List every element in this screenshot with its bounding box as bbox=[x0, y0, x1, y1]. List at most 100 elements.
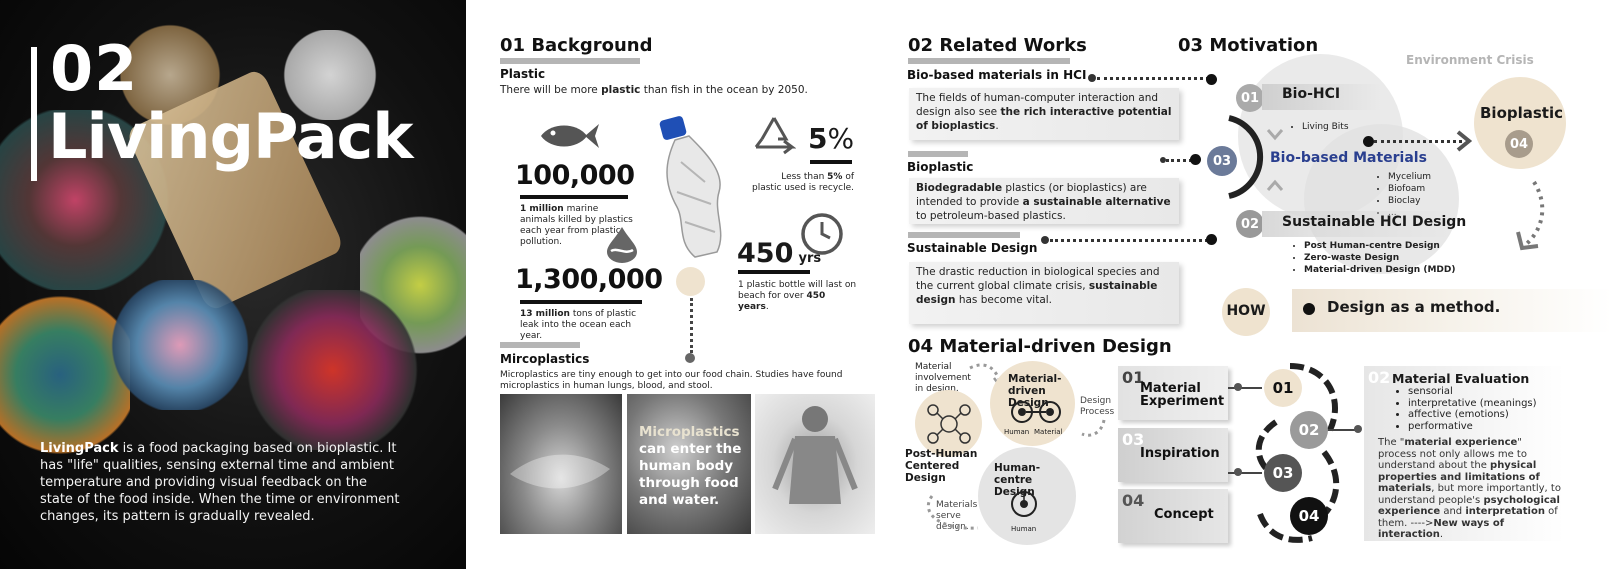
connector-line bbox=[1050, 239, 1208, 242]
related-card-3: The drastic reduction in biological spec… bbox=[909, 262, 1179, 324]
list-item: Post Human-centre Design bbox=[1304, 240, 1455, 252]
md-design-circle bbox=[990, 361, 1075, 446]
list-item: Biofoam bbox=[1388, 183, 1431, 195]
list-item: sensorial bbox=[1408, 386, 1537, 398]
list-item: Mycelium bbox=[1388, 171, 1431, 183]
divider bbox=[908, 151, 968, 157]
overlay-text: and water. bbox=[639, 492, 720, 508]
label-band bbox=[1262, 211, 1452, 237]
divider bbox=[500, 342, 580, 348]
connector-dot bbox=[1363, 136, 1374, 147]
material-label: Material bbox=[1034, 428, 1063, 436]
related-works-title: 02 Related Works bbox=[908, 35, 1087, 56]
list-item: Zero-waste Design bbox=[1304, 252, 1455, 264]
connector-line bbox=[1228, 387, 1262, 389]
method-label: Design as a method. bbox=[1327, 298, 1501, 316]
connector-dot bbox=[1088, 74, 1096, 82]
microplastics-text: Microplastics are tiny enough to get int… bbox=[500, 370, 843, 391]
plastic-intro: There will be more plastic than fish in … bbox=[500, 84, 808, 96]
post-human-label: Post-Human Centered Design bbox=[905, 448, 978, 484]
bioplastic-label: Bioplastic bbox=[1480, 104, 1564, 122]
stat-recycle-text: Less than 5% of plastic used is recycle. bbox=[752, 172, 854, 193]
step-number: 04 bbox=[1122, 491, 1145, 510]
number-badge: 01 bbox=[1236, 84, 1264, 112]
venn-circle-sustainable bbox=[1304, 124, 1459, 274]
related-card-1: The fields of human-computer interaction… bbox=[909, 88, 1179, 140]
arrow-right-icon bbox=[1456, 130, 1472, 152]
method-band bbox=[1292, 289, 1612, 332]
stat-marine-value: 100,000 bbox=[515, 160, 635, 191]
sustainable-hci-label: Sustainable HCI Design bbox=[1282, 214, 1467, 230]
related-heading-3: Sustainable Design bbox=[907, 241, 1038, 255]
step-inspiration: 03 Inspiration bbox=[1118, 428, 1228, 482]
timeline-circle bbox=[676, 267, 705, 296]
stat-ocean-value: 1,300,000 bbox=[515, 264, 663, 295]
overlay-text: can enter the bbox=[639, 441, 742, 457]
evaluation-title: Material Evaluation bbox=[1392, 371, 1530, 386]
stat-bar bbox=[520, 300, 642, 304]
connector-line bbox=[690, 298, 693, 353]
list-item: Bioclay bbox=[1388, 195, 1431, 207]
post-human-circle bbox=[915, 390, 982, 457]
list-item: Material-driven Design (MDD) bbox=[1304, 264, 1455, 276]
connector-dot bbox=[1206, 234, 1217, 245]
human-target-icon bbox=[1011, 491, 1037, 517]
stat-bottle-value: 450 yrs bbox=[737, 238, 822, 269]
arrows-icon bbox=[1266, 129, 1284, 191]
number-badge: 04 bbox=[1505, 130, 1533, 158]
connector-dot bbox=[1190, 154, 1201, 165]
microplastics-heading: Mircoplastics bbox=[500, 352, 590, 366]
material-evaluation-panel bbox=[1364, 366, 1564, 541]
cycle-step-3: 03 bbox=[1264, 454, 1302, 492]
xray-fish-image bbox=[500, 394, 622, 534]
connector-dot bbox=[1041, 236, 1049, 244]
connector-dot bbox=[1206, 74, 1217, 85]
connector-line bbox=[1374, 140, 1462, 143]
list-item: affective (emotions) bbox=[1408, 409, 1537, 421]
design-process-label: Design Process bbox=[1080, 396, 1115, 417]
bracket-arc bbox=[1228, 115, 1264, 199]
project-title: LivingPack bbox=[48, 100, 414, 173]
step-material-experiment: 01 Material Experiment bbox=[1118, 366, 1228, 420]
connector-dot bbox=[1234, 468, 1242, 476]
related-card-2: Biodegradable plastics (or bioplastics) … bbox=[909, 178, 1179, 224]
packaging-image bbox=[0, 290, 130, 460]
md-design-label: Material-driven Design bbox=[1008, 373, 1062, 409]
bio-hci-label: Bio-HCI bbox=[1282, 86, 1341, 102]
hero-panel: 02 LivingPack LivingPack is a food packa… bbox=[0, 0, 466, 569]
packaging-image bbox=[270, 30, 390, 120]
list-item: interpretative (meanings) bbox=[1408, 398, 1537, 410]
step-label: Material Experiment bbox=[1140, 381, 1225, 409]
environment-crisis-label: Environment Crisis bbox=[1406, 53, 1534, 67]
fish-icon bbox=[541, 124, 599, 148]
label-band bbox=[1262, 84, 1382, 110]
involvement-label: Material involvement in design. bbox=[915, 362, 971, 394]
evaluation-list: sensorial interpretative (meanings) affe… bbox=[1396, 386, 1537, 432]
overlay-text: human body bbox=[639, 458, 734, 474]
connector-line bbox=[1320, 429, 1360, 431]
motivation-title: 03 Motivation bbox=[1178, 35, 1319, 56]
oil-drop-icon bbox=[607, 227, 637, 263]
step-number: 01 bbox=[1122, 368, 1145, 387]
cycle-step-1: 01 bbox=[1264, 369, 1302, 407]
evaluation-text: The "material experience" process not on… bbox=[1378, 437, 1561, 540]
list-item: Living Bits bbox=[1302, 122, 1349, 133]
title-bar bbox=[31, 47, 37, 181]
stat-ocean-text: 13 million tons of plastic leak into the… bbox=[520, 309, 637, 341]
related-heading-1: Bio-based materials in HCI bbox=[907, 68, 1087, 82]
overlay-text: through food bbox=[639, 475, 739, 491]
clock-icon bbox=[801, 213, 843, 255]
how-badge bbox=[1222, 288, 1270, 336]
step-concept: 04 Concept bbox=[1118, 489, 1228, 543]
human-centre-label: Human-centre Design bbox=[994, 462, 1041, 498]
step-number: 03 bbox=[1122, 430, 1145, 449]
human-material-icon bbox=[1011, 401, 1061, 423]
step-label: Concept bbox=[1154, 507, 1214, 522]
network-icon bbox=[927, 404, 971, 444]
section-number: 02 bbox=[50, 32, 139, 105]
stat-bar bbox=[520, 195, 628, 199]
divider bbox=[500, 58, 640, 64]
human-label: Human bbox=[1011, 525, 1037, 533]
cycle-step-4: 04 bbox=[1290, 497, 1328, 535]
xray-body-image: Microplastics can enter the human body t… bbox=[627, 394, 751, 534]
